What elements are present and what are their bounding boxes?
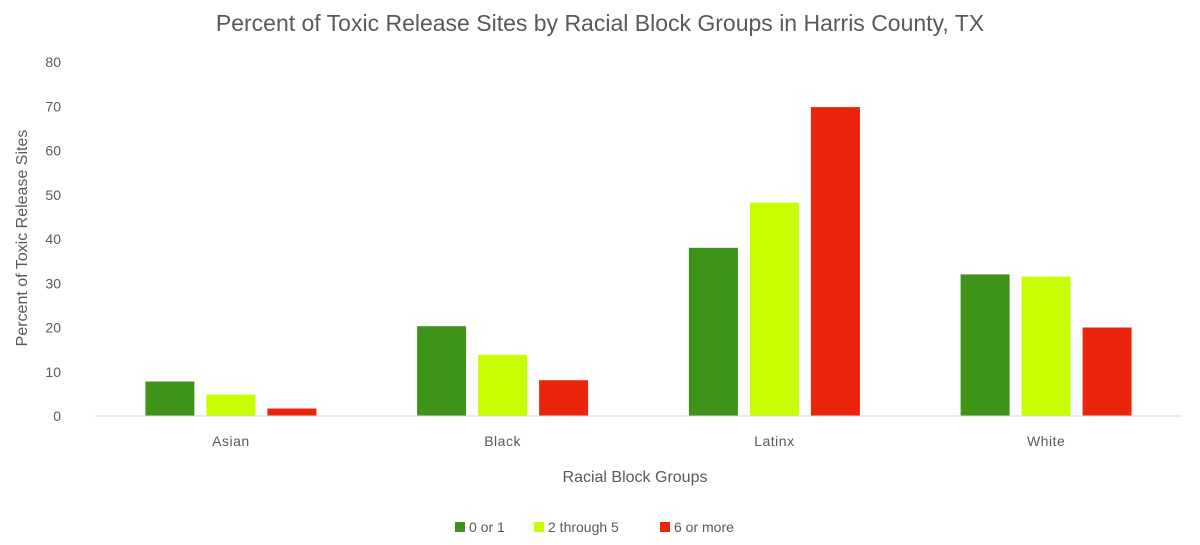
y-tick-label: 50 xyxy=(45,187,61,203)
bar-latinx-series-3 xyxy=(810,107,860,416)
x-axis-title: Racial Block Groups xyxy=(563,469,708,486)
bar-asian-series-1 xyxy=(145,381,195,416)
legend-item: 6 or more xyxy=(660,519,734,535)
legend-swatch xyxy=(455,522,465,532)
x-tick-label: Asian xyxy=(212,433,250,449)
y-axis-title: Percent of Toxic Release Sites xyxy=(14,130,31,347)
y-tick-label: 20 xyxy=(45,320,61,336)
y-tick-label: 30 xyxy=(45,275,61,291)
category-labels: Asian Black Latinx White xyxy=(212,433,1065,449)
legend-label: 6 or more xyxy=(674,519,734,535)
legend-item: 2 through 5 xyxy=(534,519,619,535)
y-tick-label: 10 xyxy=(45,364,61,380)
y-tick-label: 40 xyxy=(45,231,61,247)
x-tick-label: White xyxy=(1027,433,1065,449)
chart-title: Percent of Toxic Release Sites by Racial… xyxy=(216,10,984,36)
bar-latinx-series-1 xyxy=(688,247,738,416)
bar-asian-series-2 xyxy=(206,394,256,416)
x-tick-label: Latinx xyxy=(754,433,794,449)
legend-label: 2 through 5 xyxy=(548,519,619,535)
legend-label: 0 or 1 xyxy=(469,519,505,535)
bar-white-series-1 xyxy=(960,274,1010,416)
bar-latinx-series-2 xyxy=(749,202,799,416)
bars-group xyxy=(145,107,1132,416)
y-tick-label: 60 xyxy=(45,143,61,159)
bar-white-series-2 xyxy=(1021,276,1071,416)
y-axis-ticks: 0 10 20 30 40 50 60 70 80 xyxy=(45,54,61,424)
bar-asian-series-3 xyxy=(267,408,317,416)
bar-white-series-3 xyxy=(1082,327,1132,416)
legend-swatch xyxy=(534,522,544,532)
legend-item: 0 or 1 xyxy=(455,519,505,535)
bar-black-series-1 xyxy=(417,326,467,416)
bar-black-series-2 xyxy=(478,354,528,416)
y-tick-label: 0 xyxy=(53,408,61,424)
x-tick-label: Black xyxy=(484,433,521,449)
y-tick-label: 80 xyxy=(45,54,61,70)
legend: 0 or 1 2 through 5 6 or more xyxy=(455,519,734,535)
bar-black-series-3 xyxy=(539,380,589,416)
y-tick-label: 70 xyxy=(45,98,61,114)
legend-swatch xyxy=(660,522,670,532)
